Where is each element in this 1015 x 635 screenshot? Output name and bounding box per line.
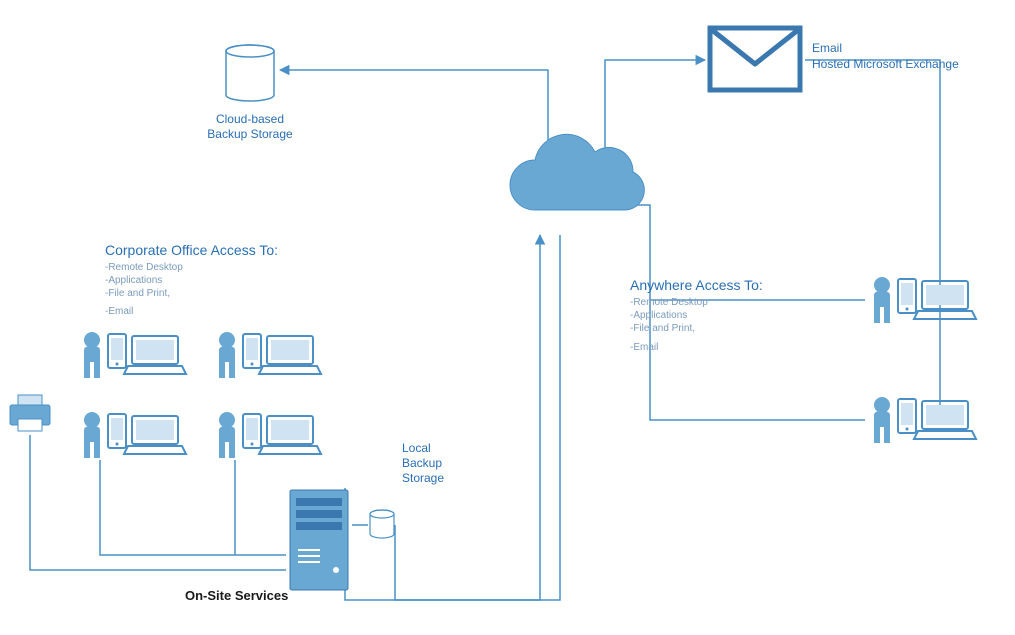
- anywhere-user-2: [874, 397, 976, 443]
- anywhere-item-2: -File and Print,: [630, 323, 695, 334]
- local-backup-1: Local: [402, 441, 431, 455]
- cloud-backup-title: Cloud-based: [216, 112, 284, 126]
- anywhere-item-0: -Remote Desktop: [630, 297, 708, 308]
- corp-item-1: -Applications: [105, 275, 162, 286]
- email-label-1: Email: [812, 41, 842, 55]
- onsite-label: On-Site Services: [185, 588, 288, 603]
- corp-user-3: [84, 412, 186, 458]
- email-envelope-icon: [710, 28, 800, 90]
- email-label-2: Hosted Microsoft Exchange: [812, 57, 959, 71]
- corp-user-2: [219, 332, 321, 378]
- corp-item-3: -Email: [105, 306, 133, 317]
- local-backup-2: Backup: [402, 456, 442, 470]
- local-backup-3: Storage: [402, 471, 444, 485]
- server-icon: [290, 490, 348, 590]
- corp-item-2: -File and Print,: [105, 288, 170, 299]
- corp-title: Corporate Office Access To:: [105, 242, 278, 258]
- cloud-backup-cylinder-icon: [226, 45, 274, 101]
- local-backup-cylinder-icon: [370, 510, 394, 538]
- anywhere-title: Anywhere Access To:: [630, 277, 763, 293]
- corp-user-1: [84, 332, 186, 378]
- corp-item-0: -Remote Desktop: [105, 262, 183, 273]
- anywhere-user-1: [874, 277, 976, 323]
- anywhere-item-3: -Email: [630, 342, 658, 353]
- corp-user-4: [219, 412, 321, 458]
- anywhere-item-1: -Applications: [630, 310, 687, 321]
- cloud-backup-subtitle: Backup Storage: [207, 127, 293, 141]
- printer-icon: [10, 395, 50, 431]
- cloud-icon: [510, 134, 644, 210]
